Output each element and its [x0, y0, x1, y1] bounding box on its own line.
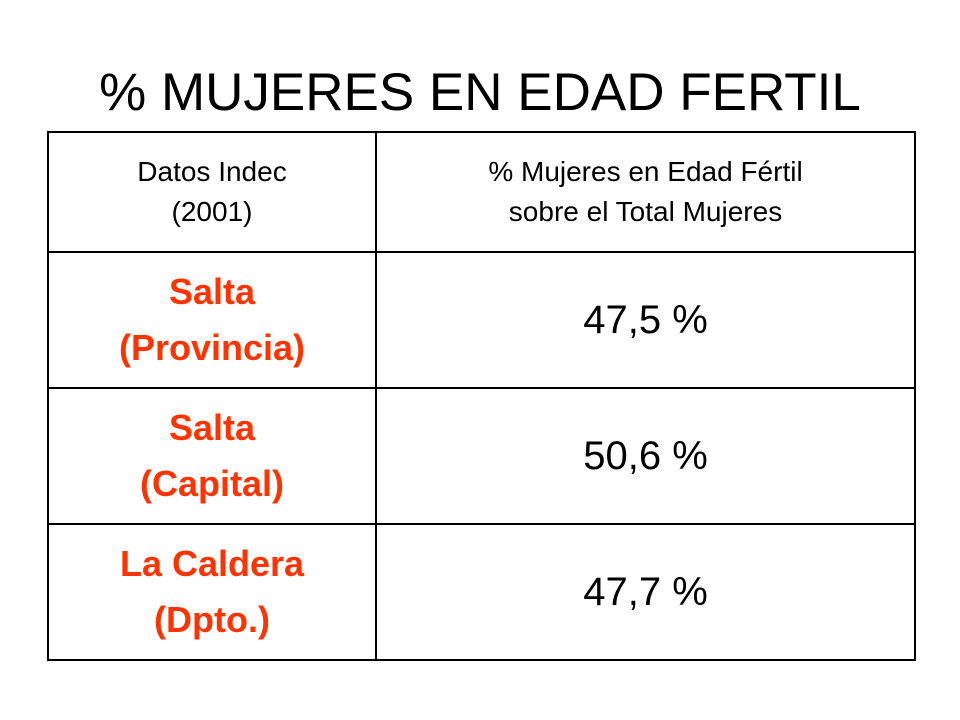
header-percentage-line-1: % Mujeres en Edad Fértil: [488, 156, 803, 187]
header-source-line-1: Datos Indec: [137, 156, 287, 187]
table-row: Salta (Provincia) 47,5 %: [47, 251, 916, 389]
region-name: La Caldera: [119, 543, 305, 584]
region-qualifier: (Provincia): [118, 327, 306, 368]
region-qualifier: (Dpto.): [154, 599, 270, 640]
fertility-table: Datos Indec (2001) % Mujeres en Edad Fér…: [47, 131, 916, 661]
data-table-container: Datos Indec (2001) % Mujeres en Edad Fér…: [47, 131, 916, 661]
region-qualifier: (Capital): [140, 463, 284, 504]
table-row: Salta (Capital) 50,6 %: [47, 387, 916, 525]
region-cell: Salta (Provincia): [47, 251, 377, 389]
percentage-value: 50,6 %: [375, 387, 916, 525]
header-source-line-2: (2001): [171, 196, 253, 227]
region-cell: Salta (Capital): [47, 387, 377, 525]
page-title: % MUJERES EN EDAD FERTIL: [99, 63, 861, 122]
header-percentage: % Mujeres en Edad Fértil sobre el Total …: [375, 131, 916, 253]
region-name: Salta: [168, 271, 256, 312]
region-cell: La Caldera (Dpto.): [47, 523, 377, 661]
table-header-row: Datos Indec (2001) % Mujeres en Edad Fér…: [47, 131, 916, 253]
percentage-value: 47,7 %: [375, 523, 916, 661]
table-row: La Caldera (Dpto.) 47,7 %: [47, 523, 916, 661]
header-source: Datos Indec (2001): [47, 131, 377, 253]
percentage-value: 47,5 %: [375, 251, 916, 389]
region-name: Salta: [168, 407, 256, 448]
header-percentage-line-2: sobre el Total Mujeres: [508, 196, 783, 227]
